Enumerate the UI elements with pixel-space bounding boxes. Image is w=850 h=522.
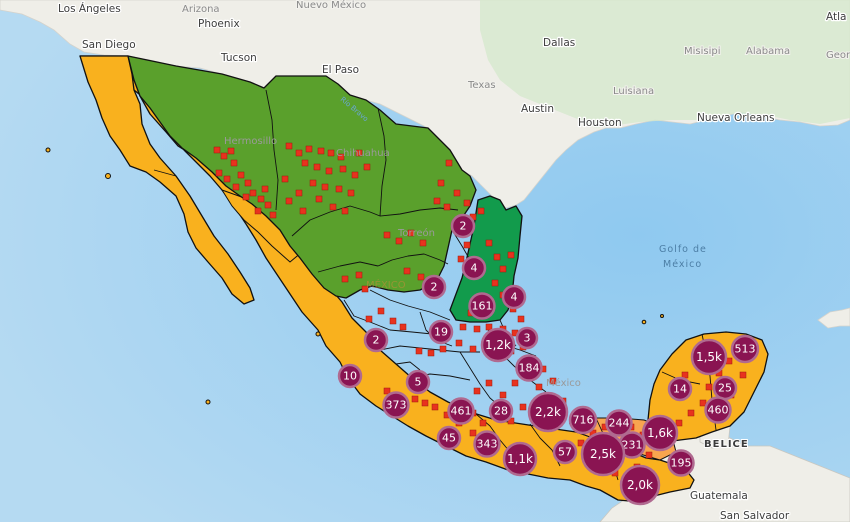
cluster-count: 513	[735, 343, 756, 356]
cluster-count: 45	[442, 432, 456, 445]
gulf-label-line2: México	[663, 259, 702, 270]
cluster-marker[interactable]: 2,2k	[527, 391, 569, 433]
state-label: Arizona	[182, 4, 220, 15]
cluster-marker[interactable]: 4	[461, 255, 487, 281]
cluster-count: 1,5k	[696, 350, 722, 364]
cluster-marker[interactable]: 1,6k	[641, 414, 679, 452]
city-label: Los Ángeles	[58, 2, 121, 15]
cluster-count: 4	[471, 262, 478, 275]
city-label: Austin	[521, 103, 554, 115]
mexico-watermark-label: MÉXICO	[366, 278, 406, 291]
cluster-marker[interactable]: 373	[382, 391, 410, 419]
cluster-marker[interactable]: 2	[363, 327, 389, 353]
mexico-city-label: Hermosillo	[224, 136, 277, 147]
city-label: Nueva Orleans	[697, 112, 774, 124]
state-label: Texas	[467, 80, 496, 91]
cluster-count: 373	[386, 399, 407, 412]
cluster-marker[interactable]: 460	[704, 396, 732, 424]
mexico-city-label: México	[546, 377, 581, 389]
cluster-marker[interactable]: 10	[337, 363, 363, 389]
cluster-count: 14	[673, 383, 687, 396]
cluster-marker[interactable]: 1,5k	[690, 338, 728, 376]
cluster-count: 244	[609, 417, 630, 430]
cluster-marker[interactable]: 4	[501, 284, 527, 310]
cluster-marker[interactable]: 57	[552, 439, 578, 465]
cluster-marker[interactable]: 195	[667, 449, 695, 477]
city-label: Atla	[826, 11, 846, 23]
cluster-count: 1,2k	[485, 338, 511, 352]
cluster-count: 10	[343, 370, 357, 383]
cluster-marker[interactable]: 244	[605, 409, 633, 437]
city-label: Tucson	[220, 52, 257, 64]
country-label: Guatemala	[690, 490, 748, 502]
cluster-marker[interactable]: 2	[421, 274, 447, 300]
city-label: San Diego	[82, 39, 136, 51]
mexico-city-label: Torreón	[397, 227, 435, 239]
islands	[45, 147, 664, 405]
cluster-marker[interactable]: 1,2k	[480, 327, 516, 363]
cluster-count: 161	[472, 300, 493, 313]
cluster-marker[interactable]: 231	[618, 431, 646, 459]
state-label: Geor	[826, 50, 850, 61]
cluster-marker[interactable]: 2,5k	[580, 431, 626, 477]
map-labels: Los Ángeles San Diego Phoenix Tucson El …	[57, 0, 850, 522]
cluster-marker[interactable]: 2,0k	[619, 464, 661, 506]
cluster-count: 2	[431, 281, 438, 294]
cluster-marker[interactable]: 513	[730, 334, 760, 364]
cluster-marker[interactable]: 45	[436, 425, 462, 451]
cluster-count: 2,5k	[590, 447, 616, 461]
cluster-count: 5	[415, 376, 422, 389]
cluster-marker[interactable]: 1,1k	[502, 441, 538, 477]
city-label: Houston	[578, 117, 622, 129]
cluster-count: 343	[477, 438, 498, 451]
cluster-marker[interactable]: 343	[473, 430, 501, 458]
city-label: El Paso	[322, 64, 359, 76]
cluster-count: 2,2k	[535, 405, 561, 419]
state-label: Luisiana	[613, 86, 654, 97]
country-label: BELICE	[704, 439, 749, 450]
cluster-count: 3	[524, 332, 531, 345]
cluster-marker[interactable]: 3	[515, 326, 539, 350]
cluster-count: 195	[671, 457, 692, 470]
cluster-count: 25	[718, 382, 732, 395]
cluster-count: 716	[573, 414, 594, 427]
cluster-marker[interactable]: 28	[488, 398, 514, 424]
cluster-marker[interactable]: 2	[450, 213, 476, 239]
cluster-count: 2,0k	[627, 478, 653, 492]
cluster-count: 2	[373, 334, 380, 347]
cluster-marker[interactable]: 461	[447, 397, 475, 425]
city-label: Dallas	[543, 37, 575, 49]
gulf-label-line1: Golfo de	[659, 244, 707, 255]
cluster-count: 460	[708, 404, 729, 417]
usa-forest-shading	[480, 0, 850, 128]
city-label: Phoenix	[198, 18, 240, 30]
cluster-count: 4	[511, 291, 518, 304]
cluster-count: 184	[519, 362, 540, 375]
state-label: Alabama	[746, 46, 790, 57]
cluster-count: 2	[460, 220, 467, 233]
cluster-count: 19	[434, 326, 448, 339]
cluster-count: 461	[451, 405, 472, 418]
cluster-marker[interactable]: 184	[515, 354, 543, 382]
cluster-marker[interactable]: 25	[712, 375, 738, 401]
cluster-marker[interactable]: 5	[405, 369, 431, 395]
mexico-city-label: Chihuahua	[336, 148, 390, 159]
state-label: Nuevo México	[296, 0, 366, 11]
cluster-layer[interactable]: 2 4 2 161 4 2 19 1,2k 3 184 10 5 373 461…	[337, 213, 760, 506]
cluster-count: 1,6k	[647, 426, 673, 440]
country-label: San Salvador	[720, 510, 790, 522]
cluster-count: 57	[558, 446, 572, 459]
cluster-marker[interactable]: 19	[428, 319, 454, 345]
state-label: Misisipi	[684, 46, 721, 57]
cuba	[817, 307, 850, 329]
baja-california	[79, 55, 255, 305]
cluster-marker[interactable]: 716	[568, 405, 598, 435]
cluster-count: 231	[622, 439, 643, 452]
cluster-count: 28	[494, 405, 508, 418]
cluster-marker[interactable]: 161	[468, 292, 496, 320]
cluster-count: 1,1k	[507, 452, 533, 466]
cluster-marker[interactable]: 14	[667, 376, 693, 402]
